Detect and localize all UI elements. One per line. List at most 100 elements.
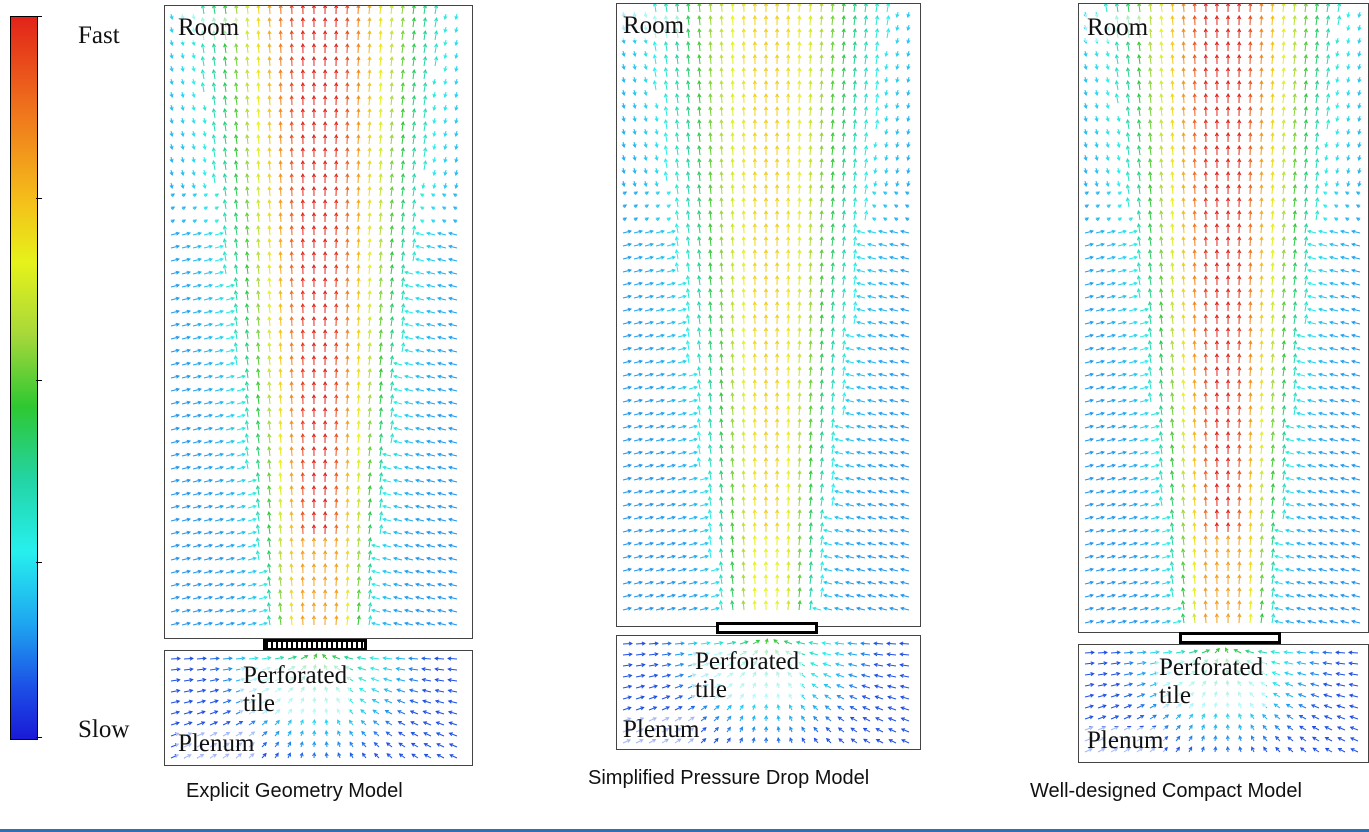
flow-arrow-head [334, 523, 339, 529]
flow-arrow [203, 427, 213, 431]
flow-arrow [687, 249, 690, 260]
flow-arrow [809, 158, 812, 169]
flow-arrow-head [447, 322, 453, 327]
flow-arrow-head [367, 549, 372, 555]
flow-arrow [225, 440, 235, 444]
flow-arrow-head [334, 289, 339, 295]
flow-arrow [900, 269, 910, 273]
flow-arrow [809, 106, 812, 117]
flow-arrow-head [741, 92, 746, 98]
flow-arrow [257, 173, 260, 184]
flow-arrow-head [414, 400, 420, 405]
flow-arrow-head [414, 335, 420, 340]
flow-arrow [379, 6, 382, 15]
flow-arrow-head [855, 255, 861, 260]
flow-arrow-head [175, 270, 181, 275]
flow-arrow-head [436, 621, 442, 626]
flow-arrow [878, 451, 888, 455]
flow-arrow-head [367, 289, 372, 295]
flow-arrow-head [256, 133, 261, 139]
flow-arrow [426, 401, 436, 405]
flow-arrow [357, 563, 360, 574]
flow-arrow [393, 401, 403, 405]
flow-arrow [820, 301, 823, 312]
flow-arrow-head [830, 66, 835, 72]
flow-arrow [181, 375, 191, 379]
flow-arrow-head [267, 354, 272, 360]
flow-arrow [170, 310, 180, 314]
flow-arrow-head [863, 14, 868, 20]
flow-arrow-head [819, 183, 824, 189]
flow-arrow-head [786, 235, 791, 241]
colorbar-tick [36, 737, 42, 738]
flow-arrow [864, 93, 867, 104]
flow-arrow-head [888, 385, 894, 390]
flow-arrow-head [397, 710, 402, 714]
flow-arrow-head [741, 300, 746, 306]
flow-arrow [900, 243, 910, 247]
flow-arrow [224, 186, 227, 197]
flow-arrow-head [278, 146, 283, 152]
flow-arrow [268, 69, 271, 80]
flow-arrow-head [895, 91, 900, 97]
flow-arrow [401, 264, 404, 275]
flow-arrow [709, 314, 712, 325]
flow-arrow-head [414, 270, 420, 275]
flow-arrow-head [649, 346, 655, 351]
flow-arrow [878, 399, 888, 403]
flow-arrow [181, 544, 191, 548]
flow-arrow [842, 158, 845, 169]
flow-arrow-head [686, 4, 691, 7]
flow-arrow-head [311, 250, 316, 256]
flow-arrow-head [632, 91, 637, 97]
flow-arrow-head [763, 222, 769, 228]
flow-arrow-head [256, 263, 261, 269]
flow-arrow-head [191, 158, 196, 164]
flow-arrow-head [356, 172, 361, 178]
flow-arrow-head [211, 107, 216, 113]
flow-arrow [279, 277, 282, 288]
flow-arrow [798, 275, 801, 286]
flow-arrow-head [797, 79, 802, 85]
flow-arrow-head [436, 465, 442, 470]
flow-arrow-head [203, 219, 209, 224]
flow-arrow [889, 295, 899, 299]
flow-arrow-head [877, 424, 883, 429]
flow-arrow [280, 95, 282, 106]
flow-arrow-head [390, 380, 395, 386]
flow-arrow-head [730, 196, 735, 202]
flow-arrow [437, 349, 447, 353]
flow-arrow-head [381, 530, 387, 535]
flow-arrow-head [245, 315, 250, 321]
flow-arrow-head [643, 52, 648, 58]
flow-arrow [225, 453, 235, 457]
flow-arrow [236, 544, 246, 548]
flow-arrow-head [622, 191, 628, 196]
flow-arrow-head [411, 81, 416, 87]
flow-arrow-head [844, 333, 850, 338]
flow-arrow-head [675, 4, 680, 7]
flow-arrow-head [219, 257, 225, 262]
flow-arrow [181, 271, 191, 275]
flow-arrow-head [334, 406, 339, 412]
flow-arrow-head [877, 255, 883, 260]
flow-arrow-head [447, 400, 453, 405]
flow-arrow-head [311, 575, 316, 581]
flow-arrow-head [655, 204, 661, 209]
flow-arrow [798, 197, 800, 208]
flow-arrow [743, 405, 745, 416]
flow-arrow [357, 251, 360, 262]
flow-arrow [399, 753, 406, 759]
flow-arrow-head [864, 144, 869, 150]
flow-arrow [393, 570, 403, 574]
flow-arrow-head [741, 53, 746, 59]
flow-arrow [279, 394, 282, 405]
flow-arrow-head [230, 595, 236, 600]
flow-arrow [644, 282, 654, 286]
flow-arrow [192, 414, 202, 418]
flow-arrow-head [230, 413, 236, 418]
flow-arrow-head [361, 741, 366, 746]
flow-arrow [798, 171, 800, 182]
flow-arrow-head [906, 78, 911, 84]
flow-arrow-head [454, 80, 459, 86]
